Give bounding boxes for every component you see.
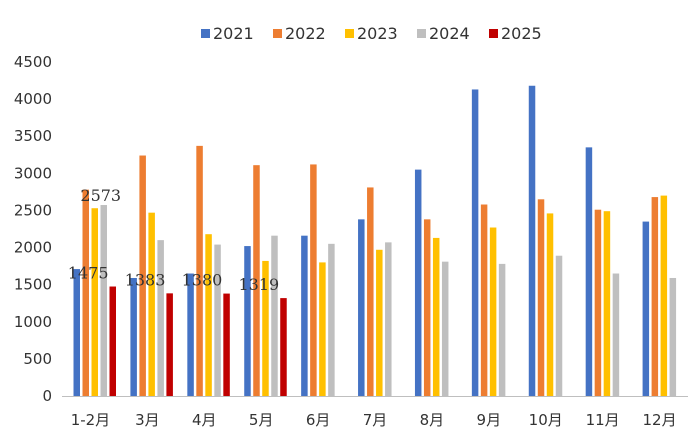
y-tick-label: 3000	[14, 164, 52, 182]
bar-2023-8月	[432, 237, 440, 396]
data-labels: 2573 1475 1383 1380 1319	[68, 186, 279, 294]
bar-2021-3月	[130, 277, 137, 396]
x-tick-label: 4月	[192, 411, 217, 429]
legend: 2021 2022 2023 2024 2025	[201, 24, 542, 43]
legend-label-2023: 2023	[357, 24, 398, 43]
y-tick-label: 1500	[14, 276, 52, 294]
bar-2022-5月	[253, 165, 260, 396]
bar-2022-7月	[367, 187, 374, 396]
bar-2023-12月	[660, 195, 668, 396]
bar-2023-3月	[148, 212, 155, 396]
bar-2023-7月	[376, 249, 383, 396]
bar-2022-4月	[196, 145, 203, 396]
y-axis: 0 500 1000 1500 2000 2500 3000 3500 4000 4500	[14, 53, 52, 405]
y-tick-label: 4500	[14, 53, 52, 71]
bar-2021-11月	[585, 147, 593, 396]
legend-swatch-2022	[273, 29, 282, 38]
x-tick-label: 7月	[363, 411, 388, 429]
y-tick-label: 1000	[14, 313, 52, 331]
bar-2023-4月	[205, 234, 212, 396]
bar-2025-4月	[223, 293, 230, 396]
bar-2022-3月	[139, 155, 146, 396]
bar-2023-6月	[319, 262, 326, 396]
bar-2021-10月	[528, 85, 536, 396]
data-label-2025-4月: 1380	[182, 271, 223, 290]
bar-2022-11月	[594, 209, 602, 396]
x-tick-label: 3月	[135, 411, 160, 429]
data-label-2024-1-2月: 2573	[80, 186, 121, 205]
x-tick-label: 12月	[643, 411, 677, 429]
bar-2024-1-2月	[100, 205, 107, 396]
x-tick-label: 9月	[477, 411, 502, 429]
y-tick-label: 4000	[14, 90, 52, 108]
y-tick-label: 3500	[14, 127, 52, 145]
bar-2022-8月	[423, 219, 431, 396]
bar-2021-9月	[471, 89, 479, 397]
bar-2021-8月	[414, 169, 422, 396]
bar-2021-6月	[301, 235, 308, 396]
legend-swatch-2021	[201, 29, 210, 38]
bar-2023-11月	[603, 211, 611, 396]
bar-2025-5月	[280, 298, 287, 396]
bar-2025-1-2月	[109, 286, 116, 396]
y-tick-label: 0	[42, 387, 52, 405]
y-tick-label: 500	[23, 350, 52, 368]
bar-2021-4月	[187, 273, 194, 396]
data-label-2025-5月: 1319	[239, 275, 280, 294]
bar-2023-5月	[262, 260, 269, 396]
legend-label-2024: 2024	[429, 24, 470, 43]
legend-label-2025: 2025	[501, 24, 542, 43]
bar-2022-6月	[310, 164, 317, 396]
bar-2024-11月	[612, 273, 620, 396]
legend-swatch-2025	[489, 29, 498, 38]
bar-2021-7月	[358, 219, 365, 396]
legend-swatch-2024	[417, 29, 426, 38]
x-tick-label: 10月	[529, 411, 563, 429]
bar-2024-9月	[498, 263, 506, 396]
legend-label-2021: 2021	[213, 24, 254, 43]
y-tick-label: 2000	[14, 239, 52, 257]
y-tick-label: 2500	[14, 201, 52, 219]
bar-2024-7月	[385, 242, 392, 396]
bar-2024-6月	[328, 243, 335, 396]
bar-2023-9月	[489, 227, 497, 396]
bar-2024-3月	[157, 240, 164, 396]
legend-label-2022: 2022	[285, 24, 326, 43]
bar-2021-12月	[642, 221, 650, 396]
x-tick-label: 1-2月	[71, 411, 111, 429]
bar-2023-10月	[546, 213, 554, 396]
legend-swatch-2023	[345, 29, 354, 38]
bar-2022-10月	[537, 199, 545, 396]
x-tick-label: 5月	[249, 411, 274, 429]
bar-2021-5月	[244, 246, 251, 396]
bar-2024-8月	[441, 261, 449, 396]
x-tick-label: 11月	[586, 411, 620, 429]
bar-2024-5月	[271, 235, 278, 396]
bar-2024-10月	[555, 255, 563, 396]
bar-2022-1-2月	[82, 189, 89, 396]
bar-2024-12月	[669, 277, 677, 396]
x-axis: 1-2月 3月 4月 5月 6月 7月 8月 9月 10月 11月 12月	[71, 411, 677, 429]
bar-2024-4月	[214, 244, 221, 396]
x-tick-label: 6月	[306, 411, 331, 429]
data-label-2025-3月: 1383	[125, 270, 166, 289]
bars	[73, 85, 677, 397]
data-label-2025-1-2月: 1475	[68, 264, 109, 283]
bar-2021-1-2月	[73, 269, 80, 396]
bar-2022-9月	[480, 204, 488, 396]
x-tick-label: 8月	[420, 411, 445, 429]
bar-2023-1-2月	[91, 208, 98, 396]
bar-2022-12月	[651, 197, 659, 396]
bar-2025-3月	[166, 293, 173, 396]
